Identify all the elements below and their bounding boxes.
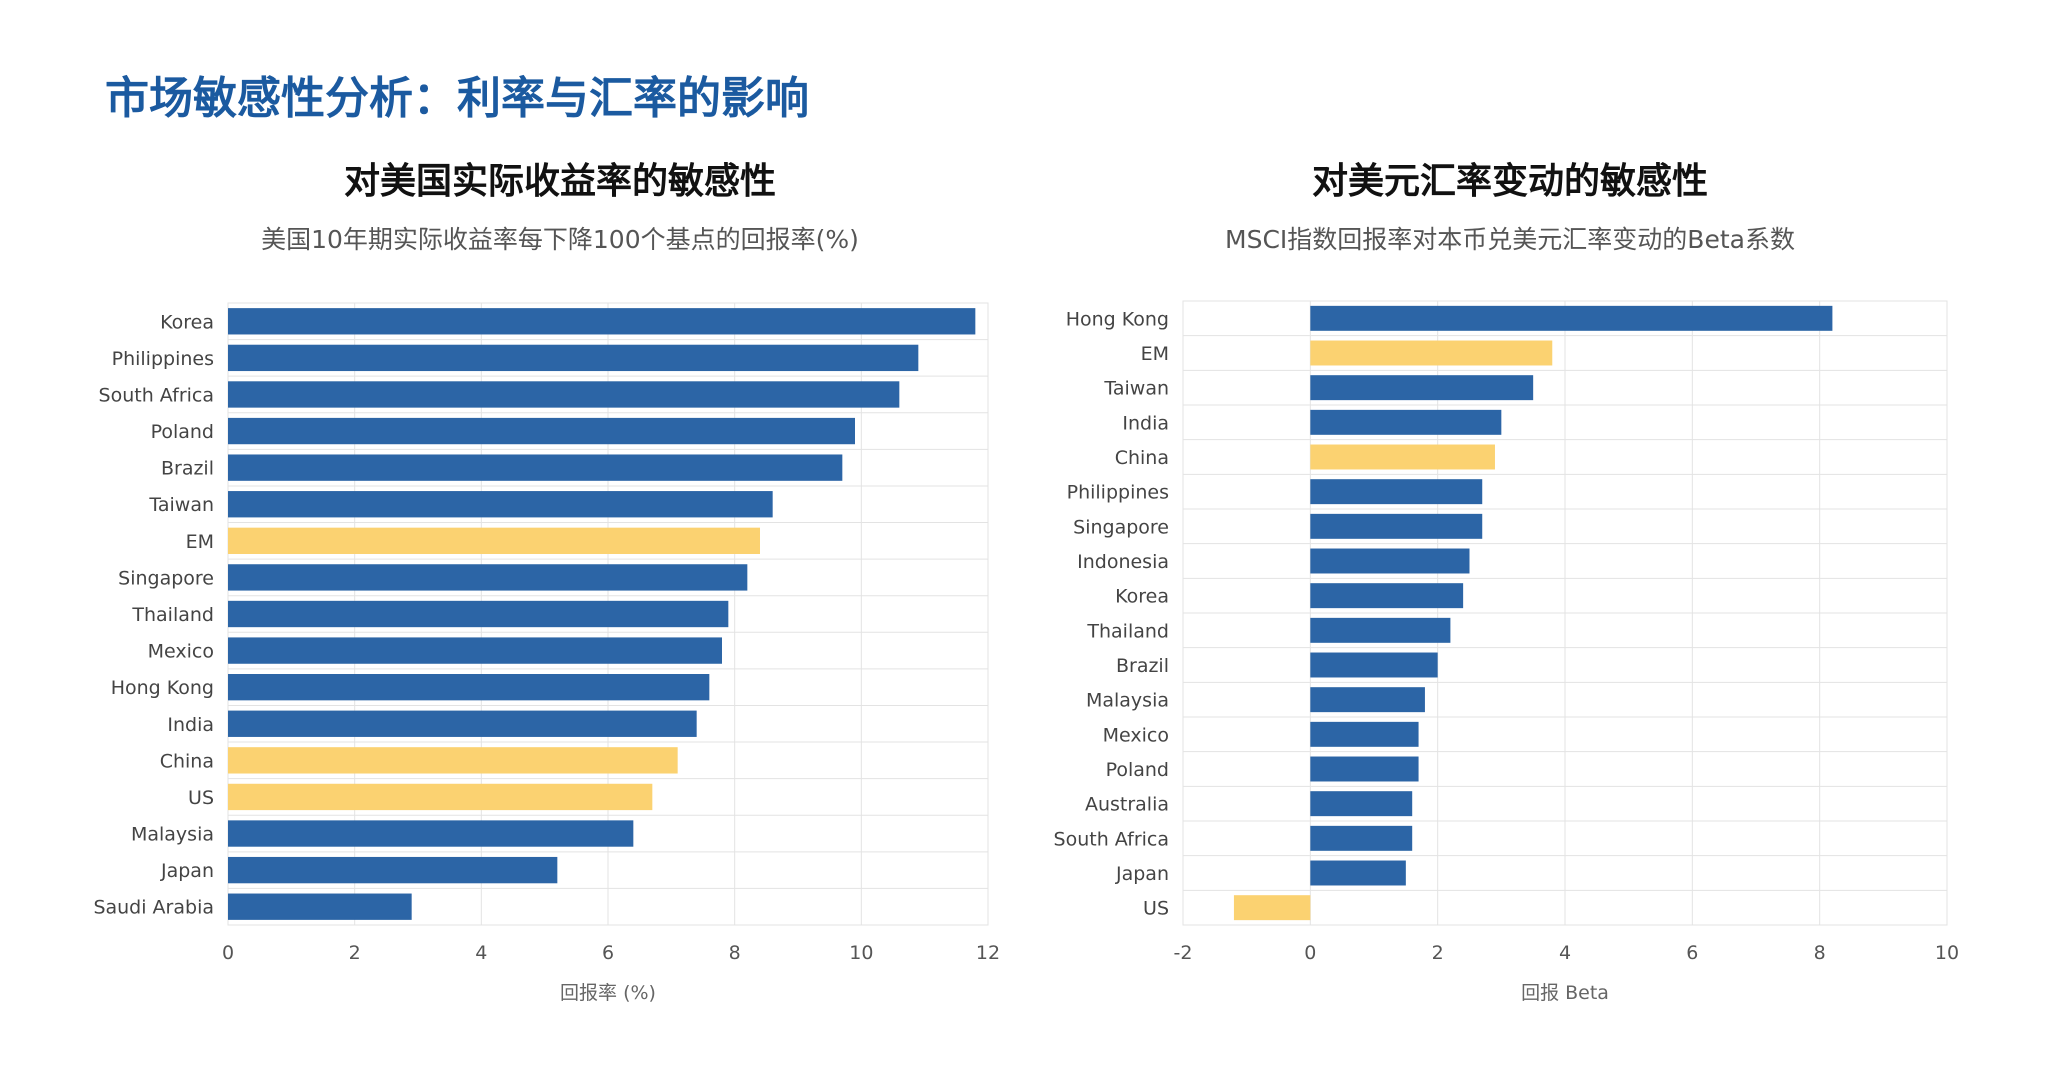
left-x-tick-label: 12 [976, 942, 1000, 964]
right-x-tick-label: 6 [1686, 942, 1698, 964]
left-category-label: EM [186, 531, 214, 553]
right-category-label: Poland [1106, 759, 1169, 781]
left-category-label: Saudi Arabia [93, 897, 214, 919]
right-category-label: Japan [1115, 863, 1169, 885]
right-category-label: Korea [1115, 586, 1169, 608]
right-bar-malaysia [1310, 687, 1425, 713]
left-x-tick-label: 8 [729, 942, 741, 964]
right-bar-taiwan [1310, 375, 1534, 401]
left-bar-saudi-arabia [228, 893, 412, 920]
right-bar-poland [1310, 756, 1419, 782]
right-category-label: EM [1141, 343, 1169, 365]
left-bar-philippines [228, 344, 919, 372]
left-x-tick-label: 4 [475, 942, 487, 964]
right-category-label: Singapore [1073, 516, 1169, 538]
left-chart-subtitle: 美国10年期实际收益率每下降100个基点的回报率(%) [261, 225, 859, 254]
left-bar-korea [228, 308, 976, 335]
right-x-tick-label: 2 [1432, 942, 1444, 964]
left-x-tick-label: 6 [602, 942, 614, 964]
left-bar-hong-kong [228, 674, 710, 701]
left-category-label: Mexico [148, 641, 214, 663]
right-bar-thailand [1310, 617, 1451, 643]
left-category-label: South Africa [99, 384, 214, 406]
left-bar-poland [228, 417, 855, 445]
left-bar-thailand [228, 600, 729, 628]
left-bar-taiwan [228, 491, 773, 518]
left-bar-mexico [228, 637, 722, 664]
left-category-label: Brazil [161, 458, 214, 480]
left-category-label: Philippines [112, 348, 214, 370]
right-x-tick-label: 4 [1559, 942, 1571, 964]
left-x-tick-label: 2 [349, 942, 361, 964]
right-category-label: Philippines [1067, 482, 1169, 504]
right-category-label: Thailand [1086, 620, 1169, 642]
right-bar-em [1310, 340, 1553, 366]
right-bar-australia [1310, 791, 1413, 817]
left-bar-singapore [228, 564, 748, 591]
page-title: 市场敏感性分析：利率与汇率的影响 [105, 73, 809, 124]
left-bar-us [228, 783, 653, 811]
left-category-label: Malaysia [131, 824, 214, 846]
left-category-label: Japan [160, 860, 214, 882]
right-x-tick-label: 8 [1814, 942, 1826, 964]
right-bar-brazil [1310, 652, 1438, 678]
right-bar-hong-kong [1310, 305, 1833, 331]
left-category-label: China [160, 750, 214, 772]
right-bar-china [1310, 444, 1495, 470]
left-bar-brazil [228, 454, 843, 481]
right-x-tick-label: 0 [1304, 942, 1316, 964]
right-category-label: Malaysia [1086, 690, 1169, 712]
right-bar-india [1310, 409, 1502, 435]
right-bar-philippines [1310, 479, 1483, 505]
left-category-label: Thailand [131, 604, 214, 626]
left-category-label: Korea [160, 311, 214, 333]
left-chart-title: 对美国实际收益率的敏感性 [343, 161, 776, 202]
right-category-label: Indonesia [1077, 551, 1169, 573]
right-category-label: China [1115, 447, 1169, 469]
right-x-axis-label: 回报 Beta [1521, 982, 1609, 1004]
right-category-label: South Africa [1054, 828, 1169, 850]
left-bar-china [228, 747, 678, 774]
left-bar-south-africa [228, 381, 900, 408]
left-category-label: Taiwan [148, 494, 214, 516]
right-category-label: Taiwan [1103, 378, 1169, 400]
right-category-label: India [1122, 412, 1169, 434]
left-category-label: Hong Kong [111, 677, 214, 699]
right-chart-title: 对美元汇率变动的敏感性 [1311, 161, 1708, 202]
right-x-tick-label: -2 [1174, 942, 1193, 964]
right-bar-indonesia [1310, 548, 1470, 574]
right-bar-japan [1310, 860, 1406, 886]
left-bar-em [228, 527, 760, 554]
right-category-label: Brazil [1116, 655, 1169, 677]
right-chart-subtitle: MSCI指数回报率对本币兑美元汇率变动的Beta系数 [1225, 225, 1795, 254]
right-category-label: US [1143, 898, 1169, 920]
left-category-label: US [188, 787, 214, 809]
right-bar-us [1233, 895, 1311, 921]
right-category-label: Australia [1085, 794, 1169, 816]
left-bar-malaysia [228, 820, 634, 847]
right-bar-singapore [1310, 513, 1483, 539]
right-x-tick-label: 10 [1935, 942, 1959, 964]
left-x-tick-label: 0 [222, 942, 234, 964]
left-x-tick-label: 10 [849, 942, 873, 964]
right-category-label: Mexico [1103, 724, 1169, 746]
left-bar-japan [228, 856, 558, 884]
left-bar-india [228, 710, 697, 737]
left-x-axis-label: 回报率 (%) [560, 982, 656, 1004]
left-category-label: Poland [151, 421, 214, 443]
right-bar-korea [1310, 583, 1464, 609]
left-category-label: India [167, 714, 214, 736]
right-category-label: Hong Kong [1066, 308, 1169, 330]
right-bar-mexico [1310, 721, 1419, 747]
right-bar-south-africa [1310, 825, 1413, 851]
left-category-label: Singapore [118, 567, 214, 589]
